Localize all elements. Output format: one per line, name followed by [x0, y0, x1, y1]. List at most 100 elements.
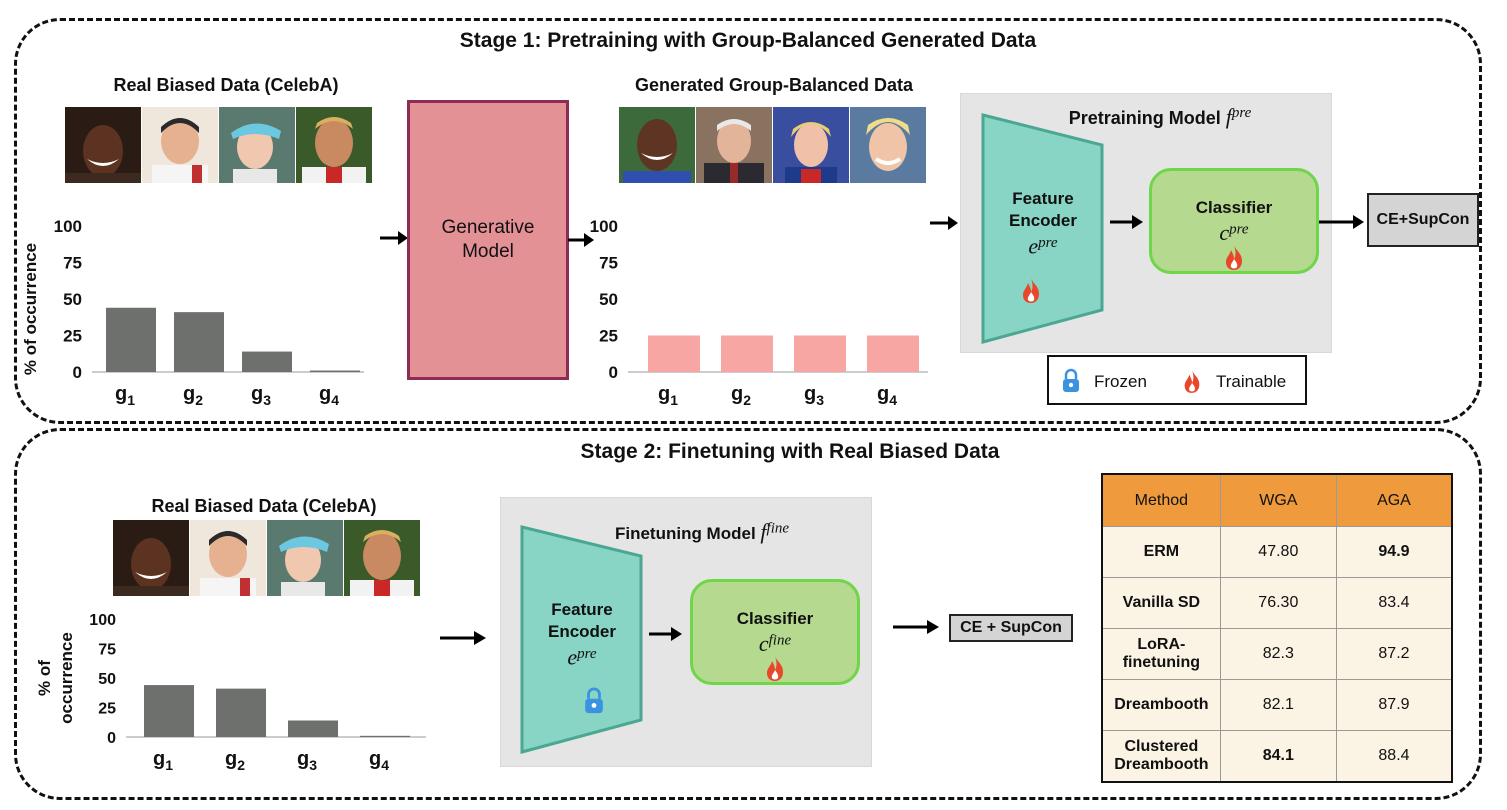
arrow-encoder-to-classifier-stage2 [649, 627, 682, 641]
stage2-box [14, 428, 1482, 800]
encoder-symbol-stage2: e [567, 644, 578, 670]
classifier-symbol-stage2-c: c [758, 631, 769, 656]
arrow-to-loss-stage1 [1319, 215, 1364, 229]
stage1-title: Stage 1: Pretraining with Group-Balanced… [459, 29, 1037, 52]
loss-box-stage2: CE + SupCon [949, 614, 1073, 642]
arrow-encoder-to-classifier-stage1 [1110, 215, 1143, 229]
lock-icon [585, 687, 603, 714]
loss-box-stage1: CE+SupCon [1367, 193, 1479, 247]
classifier-symbol-stage1: cpre [1219, 220, 1248, 246]
y-tick-label: 0 [73, 363, 82, 382]
y-tick-label: 0 [107, 730, 116, 747]
generative-model-box: Generative Model [407, 100, 569, 380]
bar [216, 688, 266, 737]
generated-photo-2 [696, 107, 772, 183]
y-axis-label: % of occurrence [21, 243, 40, 375]
bar [721, 335, 773, 372]
x-tick-label: g4 [877, 383, 897, 405]
header-wga: WGA [1219, 474, 1337, 527]
generative-model-label-1: Generative [441, 217, 535, 238]
face-photo-1 [113, 520, 189, 596]
face-photo-3 [219, 107, 295, 183]
x-tick-label: g2 [731, 383, 751, 405]
feature-encoder-label-2-stage1: Encoder [1008, 211, 1078, 230]
generated-photo-1 [619, 107, 695, 183]
classifier-label-stage2: Classifier [736, 609, 814, 628]
x-tick-label: g1 [658, 383, 678, 405]
arrow-to-pretraining-model [930, 216, 958, 230]
feature-encoder-label-1-stage2: Feature [551, 600, 613, 619]
bar [310, 370, 360, 372]
bar [360, 735, 410, 737]
face-photo-4 [296, 107, 372, 183]
face-photo-3 [267, 520, 343, 596]
finetuning-model-title-text: Finetuning Model [614, 524, 756, 543]
y-tick-label: 50 [98, 671, 116, 688]
y-tick-label: 0 [609, 363, 618, 382]
generative-model-label-2: Model [462, 241, 514, 262]
encoder-superscript-stage1: pre [1038, 235, 1058, 251]
face-photo-2 [142, 107, 218, 183]
x-tick-label: g2 [225, 748, 245, 773]
chart-real-biased-stage2: 0 25 50 75 100 g1 g2 g3 g4 % of occurrence [35, 612, 426, 773]
y-tick-label: 75 [599, 254, 618, 273]
y-tick-label: 50 [599, 290, 618, 309]
flame-icon [1184, 370, 1200, 393]
encoder-symbol-stage1: e [1028, 233, 1039, 259]
classifier-superscript-stage2: fine [768, 632, 792, 649]
encoder-superscript-stage2: pre [577, 646, 597, 662]
bar [174, 312, 224, 372]
table-row: Dreambooth 82.1 87.9 [1102, 679, 1453, 731]
lock-icon [1063, 368, 1079, 392]
legend: Frozen Trainable [1047, 355, 1307, 405]
stage1-real-data-title: Real Biased Data (CelebA) [113, 75, 339, 95]
row-wga: 82.1 [1219, 679, 1337, 731]
x-tick-label: g4 [369, 748, 389, 773]
table-row: LoRA-finetuning 82.3 87.2 [1102, 628, 1453, 680]
row-method: LoRA-finetuning [1102, 628, 1221, 680]
generated-photo-4 [850, 107, 926, 183]
row-aga: 94.9 [1335, 526, 1453, 578]
pretraining-model-superscript: pre [1231, 105, 1252, 121]
x-tick-label: g3 [804, 383, 824, 405]
x-tick-label: g4 [319, 383, 339, 405]
feature-encoder-label-2-stage2: Encoder [547, 622, 617, 641]
y-tick-label: 75 [98, 642, 116, 659]
flame-icon [1226, 245, 1242, 270]
row-method: Vanilla SD [1102, 577, 1221, 629]
row-aga: 83.4 [1335, 577, 1453, 629]
results-table: Method WGA AGA ERM 47.80 94.9 Vanilla SD… [1102, 474, 1453, 782]
row-method: Clustered Dreambooth [1102, 730, 1221, 782]
pretraining-model-title: Pretraining Model fpre [1069, 104, 1252, 130]
classifier-superscript-stage1: pre [1229, 221, 1249, 238]
arrow-from-generative-model [568, 233, 594, 247]
face-photo-4 [344, 520, 420, 596]
row-wga: 47.80 [1219, 526, 1337, 578]
x-tick-label: g3 [251, 383, 271, 405]
table-row: ERM 47.80 94.9 [1102, 526, 1453, 578]
flame-icon [1023, 278, 1039, 303]
legend-trainable-label: Trainable [1216, 372, 1287, 391]
chart-real-biased-stage1: 0 25 50 75 100 g1 g2 g3 g4 % of occurrence [21, 217, 364, 405]
y-tick-label: 75 [63, 254, 82, 273]
row-aga: 87.9 [1335, 679, 1453, 731]
legend-frozen-label: Frozen [1094, 372, 1147, 391]
y-tick-label: 25 [63, 327, 82, 346]
chart-generated-balanced: 0 25 50 75 100 g1 g2 g3 g4 [590, 217, 928, 405]
classifier-box-stage1 [1149, 168, 1319, 274]
bar [288, 720, 338, 737]
row-method: Dreambooth [1102, 679, 1221, 731]
generated-photo-3 [773, 107, 849, 183]
feature-encoder-label-stage1: Feature Encoder epre [1009, 188, 1077, 260]
bar [794, 335, 846, 372]
classifier-symbol-stage2: cfine [759, 631, 791, 657]
arrow-to-finetuning-model [440, 631, 486, 645]
y-tick-label: 25 [98, 701, 116, 718]
y-tick-label: 25 [599, 327, 618, 346]
finetuning-model-symbol: f [760, 519, 767, 544]
results-header-row: Method WGA AGA [1102, 474, 1453, 527]
pretraining-model-title-text: Pretraining Model [1068, 108, 1221, 128]
row-wga: 84.1 [1219, 730, 1337, 782]
x-tick-label: g1 [153, 748, 173, 773]
finetuning-model-title: Finetuning Model ffine [615, 519, 789, 545]
